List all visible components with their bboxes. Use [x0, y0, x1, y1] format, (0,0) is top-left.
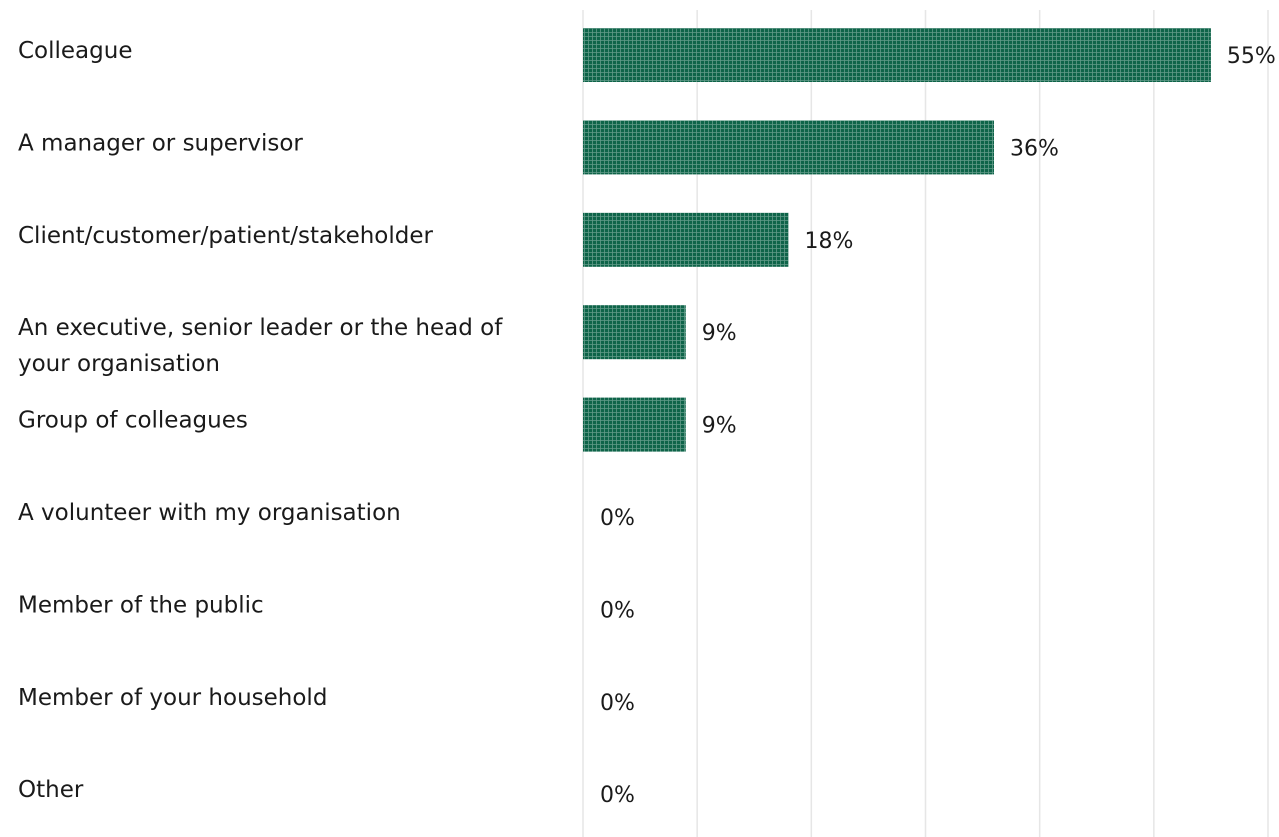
bar: [583, 305, 686, 360]
category-labels: Colleague A manager or supervisor Client/c…: [18, 38, 503, 803]
category-label: An executive, senior leader or the head …: [18, 315, 503, 377]
value-label: 36%: [1010, 136, 1059, 161]
category-label: Other: [18, 777, 84, 803]
category-label: A manager or supervisor: [18, 130, 303, 156]
category-label: Client/customer/patient/stakeholder: [18, 223, 434, 249]
bar: [583, 397, 686, 452]
category-label: Group of colleagues: [18, 408, 248, 434]
value-label: 0%: [600, 691, 635, 716]
value-label: 9%: [702, 414, 737, 439]
bars: [583, 28, 1211, 452]
value-labels: 55% 36% 18% 9% 9% 0% 0% 0% 0%: [600, 44, 1276, 808]
value-label: 0%: [600, 783, 635, 808]
value-label: 9%: [702, 321, 737, 346]
bar: [583, 28, 1211, 82]
category-label: A volunteer with my organisation: [18, 500, 401, 526]
value-label: 55%: [1227, 44, 1276, 69]
bar: [583, 120, 994, 175]
bar: [583, 212, 789, 267]
value-label: 0%: [600, 598, 635, 623]
value-label: 18%: [805, 229, 854, 254]
category-label: Member of the public: [18, 592, 264, 618]
value-label: 0%: [600, 506, 635, 531]
category-label: Colleague: [18, 38, 132, 64]
category-label: Member of your household: [18, 685, 327, 711]
